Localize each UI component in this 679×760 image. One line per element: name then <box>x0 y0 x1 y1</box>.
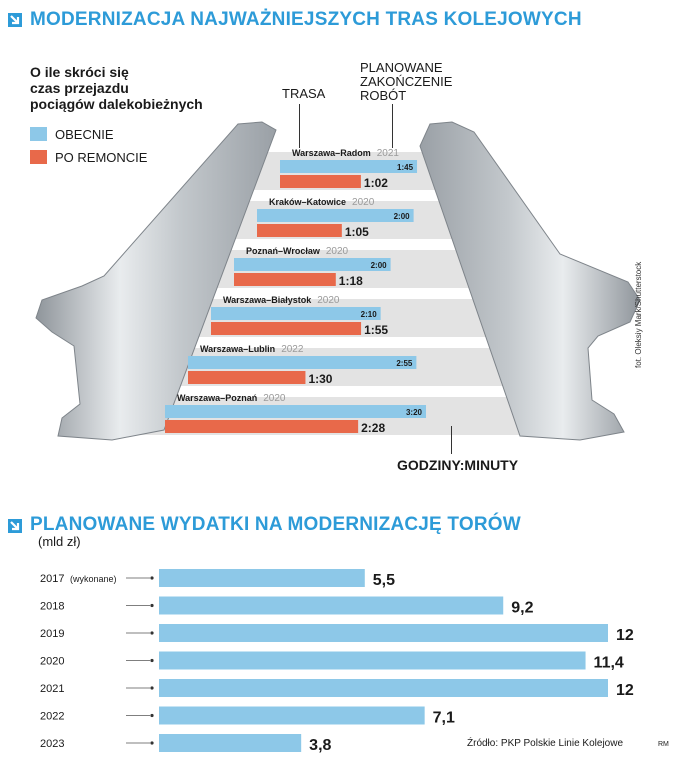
spending-bar <box>159 596 504 615</box>
trasa-label: TRASA <box>282 86 326 101</box>
bar-now-label: 1:45 <box>397 163 414 172</box>
legend-swatch-now <box>30 127 47 141</box>
bar-after <box>257 224 342 237</box>
bar-now <box>257 209 414 222</box>
planned-label: PLANOWANE ZAKOŃCZENIE ROBÓT <box>360 61 452 103</box>
spending-chart: 2017 (wykonane) 5,5 2018 9,2 2019 12 2020 11,4 20… <box>40 569 634 754</box>
bar-after <box>188 371 306 384</box>
year-label: 2020 <box>40 656 64 668</box>
bar-after <box>211 322 362 335</box>
legend-label-now: OBECNIE <box>55 127 114 142</box>
planned-line: ZAKOŃCZENIE <box>360 74 453 89</box>
completion-year: 2021 <box>377 148 400 159</box>
bar-now-label: 2:55 <box>396 359 413 368</box>
bar-now <box>234 258 391 271</box>
spending-bar <box>159 569 365 587</box>
units-pointer <box>451 426 452 454</box>
route-label: Warszawa–Białystok <box>223 295 312 305</box>
source-label: Źródło: PKP Polskie Linie Kolejowe <box>467 738 624 749</box>
leader-dot <box>150 576 154 580</box>
chart2-unit: (mld zł) <box>38 534 81 549</box>
spending-value: 3,8 <box>309 737 331 754</box>
planned-line: ROBÓT <box>360 88 407 103</box>
chart1-subtitle: O ile skróci się czas przejazdu pociągów… <box>30 64 203 112</box>
completion-year: 2020 <box>317 295 340 306</box>
year-label: 2022 <box>40 711 64 723</box>
year-label: 2018 <box>40 601 64 613</box>
spending-bar <box>159 651 586 670</box>
bar-now <box>165 405 426 418</box>
spending-value: 12 <box>616 682 634 699</box>
right-rail <box>419 121 641 441</box>
year-label: 2019 <box>40 628 64 640</box>
bar-after-label: 1:02 <box>364 176 388 190</box>
bar-now-label: 2:00 <box>371 261 388 270</box>
spending-bar <box>159 679 608 697</box>
leader-dot <box>150 741 154 745</box>
bar-after-label: 2:28 <box>361 421 385 435</box>
spending-value: 11,4 <box>594 655 624 672</box>
spending-value: 12 <box>616 627 634 644</box>
spending-value: 5,5 <box>373 572 395 589</box>
completion-year: 2020 <box>326 246 349 257</box>
bar-after <box>234 273 336 286</box>
chart1-title: MODERNIZACJA NAJWAŻNIEJSZYCH TRAS KOLEJO… <box>30 9 582 30</box>
year-label: 2023 <box>40 738 64 750</box>
bar-now-label: 3:20 <box>406 408 423 417</box>
arrow-icon <box>8 13 22 27</box>
spending-bar <box>159 706 425 725</box>
spending-bar <box>159 734 302 752</box>
leader-dot <box>150 686 154 690</box>
units-label: GODZINY:MINUTY <box>397 457 519 473</box>
legend-label-after: PO REMONCIE <box>55 150 148 165</box>
route-label: Warszawa–Lublin <box>200 344 275 354</box>
trasa-pointer <box>299 104 300 148</box>
bar-now <box>188 356 417 369</box>
bar-now-label: 2:10 <box>361 310 378 319</box>
planned-pointer <box>392 104 393 148</box>
year-label: 2021 <box>40 683 64 695</box>
year-label: 2017 <box>40 573 64 585</box>
author-label: RM <box>658 741 669 748</box>
bar-after-label: 1:55 <box>364 323 388 337</box>
legend-swatch-after <box>30 150 47 164</box>
route-label: Warszawa–Poznań <box>177 393 257 403</box>
bar-after-label: 1:05 <box>345 225 369 239</box>
bar-after <box>280 175 361 188</box>
spending-value: 7,1 <box>433 710 455 727</box>
photo-credit: fot. Oleksiy Mark/Shutterstock <box>634 261 643 368</box>
bar-now-label: 2:00 <box>394 212 411 221</box>
left-rail <box>35 121 277 441</box>
bar-now <box>280 160 418 173</box>
spending-value: 9,2 <box>511 600 533 617</box>
route-label: Poznań–Wrocław <box>246 246 321 256</box>
bar-after-label: 1:18 <box>339 274 363 288</box>
route-label: Kraków–Katowice <box>269 197 346 207</box>
chart2-title: PLANOWANE WYDATKI NA MODERNIZACJĘ TORÓW <box>30 514 521 535</box>
planned-line: PLANOWANE <box>360 60 443 75</box>
subtitle-line: czas przejazdu <box>30 80 129 96</box>
bar-now <box>211 307 381 320</box>
route-label: Warszawa–Radom <box>292 148 371 158</box>
completion-year: 2020 <box>352 197 375 208</box>
completion-year: 2020 <box>263 393 286 404</box>
leader-dot <box>150 631 154 635</box>
leader-dot <box>150 713 154 718</box>
subtitle-line: pociągów dalekobieżnych <box>30 96 203 112</box>
leader-dot <box>150 603 154 608</box>
bar-after <box>165 420 359 433</box>
bar-after-label: 1:30 <box>308 372 332 386</box>
subtitle-line: O ile skróci się <box>30 64 129 80</box>
arrow-icon <box>8 519 22 533</box>
year-note: (wykonane) <box>70 574 117 584</box>
leader-dot <box>150 658 154 663</box>
rail-chart: 1:45 1:02 Warszawa–Radom 2021 2:00 1:05 Kraków… <box>35 121 641 441</box>
spending-bar <box>159 624 608 642</box>
completion-year: 2022 <box>281 344 304 355</box>
